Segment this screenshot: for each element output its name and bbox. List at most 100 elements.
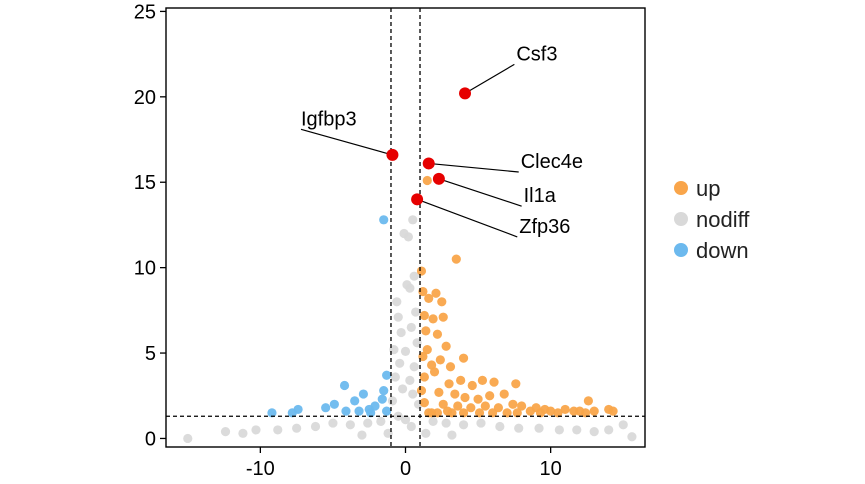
point-up xyxy=(458,353,469,363)
point-nodiff xyxy=(406,421,416,432)
point-up xyxy=(422,175,432,186)
point-down xyxy=(354,406,364,416)
x-tick-label: 10 xyxy=(540,458,562,480)
point-highlight xyxy=(422,157,435,170)
legend-label-down: down xyxy=(696,238,749,263)
point-down xyxy=(339,380,350,391)
point-nodiff xyxy=(402,280,412,290)
point-up xyxy=(451,254,461,264)
point-nodiff xyxy=(495,421,505,432)
point-up xyxy=(583,396,593,406)
point-up xyxy=(432,408,443,418)
point-up xyxy=(511,379,521,389)
point-nodiff xyxy=(604,425,614,435)
point-up xyxy=(438,312,448,322)
point-up xyxy=(453,401,463,411)
point-up xyxy=(447,408,457,418)
point-down xyxy=(321,403,331,413)
point-nodiff xyxy=(238,428,248,438)
point-up xyxy=(560,404,570,415)
point-down xyxy=(358,389,369,399)
point-nodiff xyxy=(392,297,402,307)
x-tick-label: 0 xyxy=(400,458,411,480)
legend-label-up: up xyxy=(696,176,720,201)
axes: -10 0 10 0 5 10 15 20 25 xyxy=(134,1,562,480)
point-up xyxy=(512,408,522,418)
point-up xyxy=(546,406,556,416)
point-nodiff xyxy=(554,425,564,435)
point-nodiff xyxy=(251,425,261,435)
point-down xyxy=(329,399,339,409)
legend-marker-up xyxy=(674,181,688,195)
point-up xyxy=(429,367,440,377)
point-nodiff xyxy=(421,428,431,438)
point-up xyxy=(419,397,429,408)
point-up xyxy=(419,310,429,321)
point-up xyxy=(485,391,495,401)
series-up xyxy=(416,175,618,418)
point-up xyxy=(422,345,432,355)
point-up xyxy=(580,408,591,418)
gene-label: Zfp36 xyxy=(519,216,570,238)
point-up xyxy=(502,408,512,418)
point-highlight xyxy=(411,193,424,206)
point-up xyxy=(441,341,451,351)
point-up xyxy=(467,380,477,391)
point-nodiff xyxy=(441,418,451,428)
point-nodiff xyxy=(534,423,544,433)
legend-label-nodiff: nodiff xyxy=(696,207,750,232)
point-up xyxy=(608,406,618,416)
legend: up nodiff down xyxy=(674,176,750,263)
point-nodiff xyxy=(589,427,599,437)
point-nodiff xyxy=(363,418,373,428)
point-nodiff xyxy=(393,312,403,322)
legend-marker-down xyxy=(674,243,688,257)
point-nodiff xyxy=(310,421,321,432)
point-nodiff xyxy=(273,425,283,435)
point-up xyxy=(489,377,499,387)
point-nodiff xyxy=(618,420,628,430)
point-up xyxy=(466,403,476,413)
point-nodiff xyxy=(408,215,418,225)
legend-marker-nodiff xyxy=(674,212,688,226)
point-down xyxy=(382,406,392,416)
series-down xyxy=(267,215,392,418)
point-down xyxy=(379,215,389,225)
point-nodiff xyxy=(397,384,408,394)
point-up xyxy=(421,326,431,336)
point-up xyxy=(428,314,438,324)
gene-label: Clec4e xyxy=(521,151,583,173)
point-up xyxy=(445,362,456,372)
point-nodiff xyxy=(572,425,582,435)
point-nodiff xyxy=(428,416,438,426)
point-nodiff xyxy=(183,433,193,444)
point-down xyxy=(379,386,389,396)
gene-label: Igfbp3 xyxy=(301,108,357,130)
point-down xyxy=(382,370,392,380)
point-up xyxy=(474,408,485,418)
point-up xyxy=(416,386,427,396)
point-up xyxy=(434,387,444,397)
point-nodiff xyxy=(220,427,231,437)
point-nodiff xyxy=(292,423,302,433)
gene-label: Csf3 xyxy=(516,43,557,65)
point-up xyxy=(473,394,483,404)
point-down xyxy=(366,408,376,418)
highlighted-genes: Csf3 Igfbp3 Clec4e Il1a Zfp36 xyxy=(300,43,583,238)
point-highlight xyxy=(432,172,445,185)
points-layer xyxy=(183,175,637,444)
x-tick-label: -10 xyxy=(246,458,275,480)
point-nodiff xyxy=(458,420,469,430)
point-down xyxy=(287,408,297,418)
point-up xyxy=(487,408,498,418)
point-up xyxy=(508,399,518,409)
point-nodiff xyxy=(328,418,338,428)
y-tick-label: 25 xyxy=(134,1,156,23)
y-tick-label: 10 xyxy=(134,258,156,280)
y-tick-label: 5 xyxy=(145,343,156,365)
point-up xyxy=(480,401,490,411)
label-leader-line xyxy=(416,198,518,238)
point-highlight xyxy=(459,87,472,100)
point-nodiff xyxy=(400,415,411,425)
